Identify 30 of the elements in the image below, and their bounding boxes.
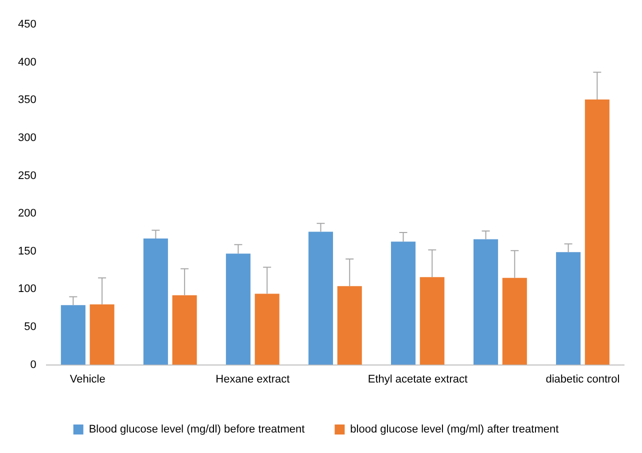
bar bbox=[172, 295, 197, 365]
y-tick-label: 250 bbox=[18, 170, 36, 182]
y-tick-label: 100 bbox=[18, 283, 36, 296]
bar bbox=[254, 294, 280, 365]
y-tick-label: 350 bbox=[18, 94, 36, 106]
legend-label: blood glucose level (mg/ml) after treatment bbox=[350, 424, 559, 436]
y-tick-label: 150 bbox=[18, 245, 36, 258]
bar bbox=[390, 242, 416, 365]
y-tick-label: 450 bbox=[18, 18, 36, 31]
y-tick-label: 50 bbox=[24, 321, 36, 334]
bar bbox=[90, 304, 114, 365]
y-tick-label: 300 bbox=[18, 132, 36, 144]
bar bbox=[143, 238, 168, 365]
y-tick-label: 200 bbox=[18, 208, 36, 220]
y-tick-label: 400 bbox=[18, 56, 36, 68]
bar bbox=[337, 286, 362, 365]
x-tick-label: Hexane extract bbox=[216, 373, 290, 386]
bar bbox=[556, 252, 581, 365]
x-tick-label: Ethyl acetate extract bbox=[368, 373, 468, 386]
y-tick-label: 0 bbox=[30, 358, 36, 371]
bar bbox=[474, 239, 498, 365]
legend-label: Blood glucose level (mg/dl) before treatment bbox=[88, 424, 305, 436]
bar bbox=[308, 232, 334, 365]
bar bbox=[60, 305, 86, 365]
bar bbox=[502, 278, 527, 365]
x-tick-label: diabetic control bbox=[546, 373, 620, 386]
bar bbox=[226, 254, 250, 365]
bar bbox=[420, 277, 444, 365]
x-tick-label: Vehicle bbox=[70, 373, 106, 386]
bar bbox=[584, 99, 610, 365]
